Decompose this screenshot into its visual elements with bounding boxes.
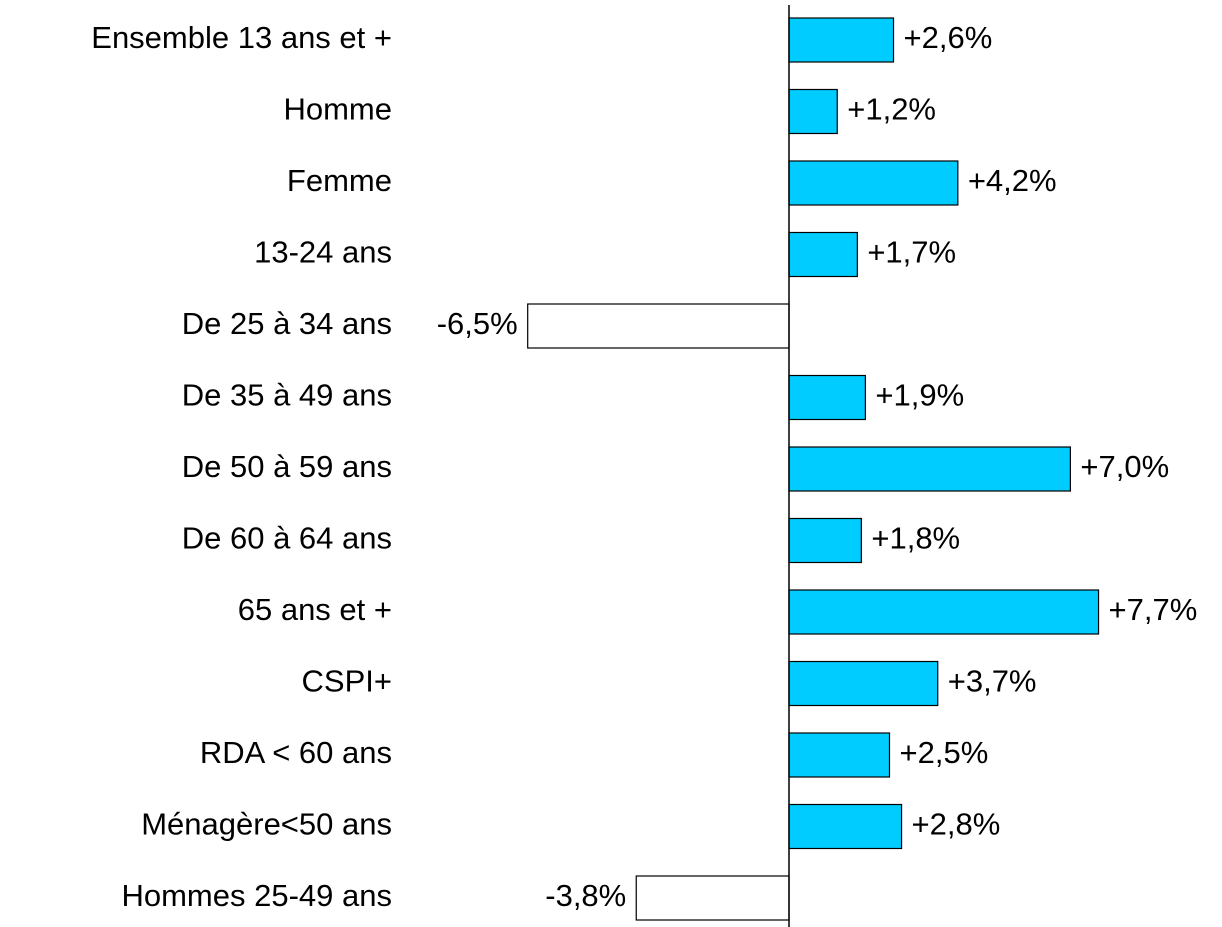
bar <box>788 732 891 778</box>
category-label: CSPI+ <box>302 664 392 699</box>
bar <box>788 374 866 421</box>
category-label: De 50 à 59 ans <box>182 449 392 484</box>
category-label: De 35 à 49 ans <box>182 378 392 413</box>
bar <box>635 875 790 921</box>
category-label: RDA < 60 ans <box>200 735 392 770</box>
category-label: Ménagère<50 ans <box>141 807 392 842</box>
category-label: Femme <box>287 163 392 198</box>
value-label: +3,7% <box>948 664 1037 699</box>
value-label: -3,8% <box>545 878 626 913</box>
bar <box>788 589 1100 635</box>
category-label: De 25 à 34 ans <box>182 306 392 341</box>
value-label: -6,5% <box>437 306 518 341</box>
bar <box>788 88 838 135</box>
value-label: +7,0% <box>1080 449 1169 484</box>
value-label: +2,8% <box>912 807 1001 842</box>
category-label: De 60 à 64 ans <box>182 521 392 556</box>
value-label: +1,9% <box>875 378 964 413</box>
category-label: 13-24 ans <box>254 235 392 270</box>
value-label: +1,2% <box>847 92 936 127</box>
bar <box>788 17 895 63</box>
value-label: +1,7% <box>867 235 956 270</box>
bar <box>788 446 1071 492</box>
bar <box>788 231 858 278</box>
category-label: Homme <box>283 92 392 127</box>
bar <box>788 803 903 850</box>
value-label: +2,6% <box>904 20 993 55</box>
value-label: +1,8% <box>871 521 960 556</box>
category-label: Hommes 25-49 ans <box>121 878 392 913</box>
bar <box>527 303 790 349</box>
bar <box>788 517 862 564</box>
value-label: +7,7% <box>1109 592 1198 627</box>
bar <box>788 660 939 707</box>
value-label: +4,2% <box>968 163 1057 198</box>
bar <box>788 160 959 206</box>
category-label: 65 ans et + <box>238 592 392 627</box>
category-label: Ensemble 13 ans et + <box>91 20 392 55</box>
value-label: +2,5% <box>900 735 989 770</box>
